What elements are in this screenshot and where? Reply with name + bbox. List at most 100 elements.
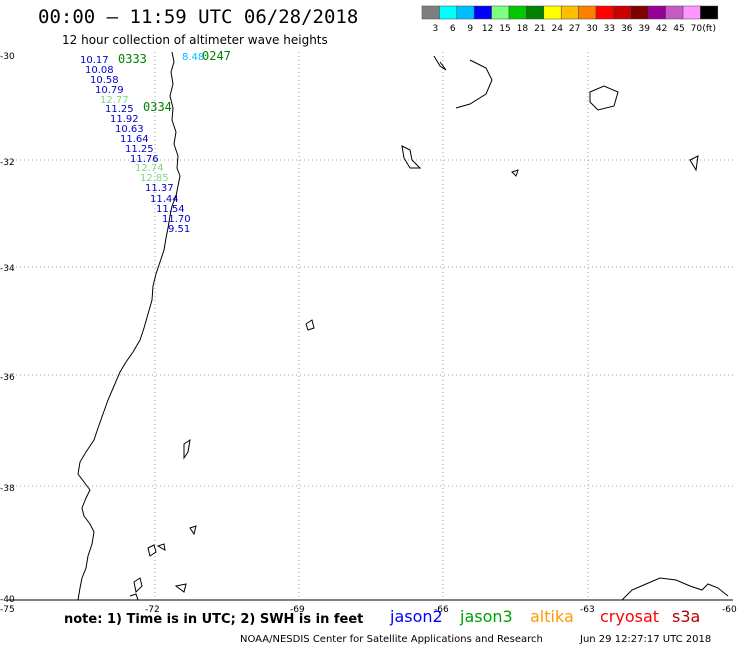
wave-height-values: 10.1710.0810.5810.7912.7711.2511.9210.63…	[80, 52, 204, 235]
note-text: note: 1) Time is in UTC; 2) SWH is in fe…	[64, 612, 364, 627]
island-right-3	[511, 169, 519, 177]
longitude-label: -60	[722, 605, 737, 615]
island-small-4	[129, 593, 139, 601]
legend-label: 18	[517, 24, 529, 34]
legend-swatch	[526, 5, 545, 20]
legend-swatch	[700, 5, 719, 20]
island-chiloe-south	[133, 577, 143, 594]
island-small-1	[147, 544, 157, 557]
legend-swatch	[491, 5, 510, 20]
wave-height-value: 8.48	[182, 52, 204, 63]
wave-height-value: 11.25	[125, 144, 154, 155]
footer-credit: NOAA/NESDIS Center for Satellite Applica…	[240, 634, 543, 645]
legend-swatch	[560, 5, 579, 20]
legend-swatch	[439, 5, 458, 20]
legend-label: 24	[551, 24, 563, 34]
pass-time-labels: 0333 0247 0334	[118, 49, 231, 114]
wave-height-value: 11.92	[110, 114, 139, 125]
island-right-1	[589, 85, 619, 111]
wave-height-value: 11.37	[145, 183, 174, 194]
chile-coast	[77, 51, 181, 601]
legend-label: 27	[569, 24, 580, 34]
latitude-label: -38	[0, 484, 15, 494]
island-small-3	[174, 583, 187, 593]
longitude-label: -75	[0, 605, 15, 615]
latitude-label: -32	[0, 158, 15, 168]
legend-label: 36	[621, 24, 633, 34]
longitude-label: -66	[434, 605, 449, 615]
wave-height-value: 12.74	[135, 163, 164, 174]
legend-swatch	[456, 5, 475, 20]
satellite-jason2: jason2	[390, 607, 443, 626]
legend-label: 9	[467, 24, 473, 34]
map-subtitle: 12 hour collection of altimeter wave hei…	[62, 33, 328, 47]
latitude-label: -34	[0, 264, 15, 274]
wave-height-value: 10.17	[80, 55, 109, 66]
legend-swatch	[613, 5, 632, 20]
island-small-2	[156, 543, 166, 551]
legend-swatch	[665, 5, 684, 20]
satellite-cryosat: cryosat	[600, 607, 660, 626]
legend-label: 3	[433, 24, 439, 34]
island-small-5	[189, 525, 197, 536]
wave-height-value: 10.58	[90, 75, 119, 86]
legend-label: 6	[450, 24, 456, 34]
wave-height-value: 12.77	[100, 95, 129, 106]
legend-label: 70	[691, 24, 703, 34]
legend-label: 33	[604, 24, 615, 34]
island-right-4	[689, 155, 699, 172]
longitude-label: -72	[145, 605, 160, 615]
legend-label: 42	[656, 24, 667, 34]
wave-height-value: 12.85	[140, 173, 169, 184]
legend-swatch	[543, 5, 562, 20]
legend-label: 12	[482, 24, 493, 34]
legend-swatch	[595, 5, 614, 20]
wave-height-value: 10.79	[95, 85, 124, 96]
satellite-jason3: jason3	[460, 607, 513, 626]
latitude-label: -30	[0, 52, 15, 62]
latitude-labels: -30 -32 -34 -36 -38 -40	[0, 52, 15, 605]
longitude-label: -69	[290, 605, 305, 615]
legend-label: 45	[673, 24, 684, 34]
latitude-label: -36	[0, 373, 15, 383]
wave-height-value: 11.70	[162, 214, 191, 225]
legend-swatch	[421, 5, 440, 20]
legend-label: 21	[534, 24, 545, 34]
wave-height-value: 10.08	[85, 65, 114, 76]
legend-swatch	[682, 5, 701, 20]
australia-coast	[433, 55, 493, 109]
legend-swatch	[647, 5, 666, 20]
legend-label: 15	[499, 24, 510, 34]
legend-swatch	[508, 5, 527, 20]
pass-time-label: 0247	[202, 49, 231, 63]
wave-height-value: 11.76	[130, 154, 159, 165]
satellite-altika: altika	[530, 607, 574, 626]
legend-swatch	[630, 5, 649, 20]
island-mid-ocean	[305, 319, 315, 331]
grid-lines	[8, 52, 733, 600]
wave-height-value: 11.54	[156, 204, 185, 215]
latitude-label: -40	[0, 595, 15, 605]
wave-height-value: 10.63	[115, 124, 144, 135]
legend-swatch	[473, 5, 492, 20]
island-falkland	[183, 438, 191, 460]
land-bottom-right	[621, 577, 729, 601]
wave-height-value: 11.25	[105, 104, 134, 115]
wave-height-value: 9.51	[168, 224, 190, 235]
wave-height-value: 11.44	[150, 194, 179, 205]
longitude-label: -63	[580, 605, 595, 615]
map-title: 00:00 – 11:59 UTC 06/28/2018	[38, 6, 359, 28]
legend-swatch	[578, 5, 597, 20]
coastline	[77, 51, 729, 601]
legend-label: 30	[586, 24, 598, 34]
island-right-2	[401, 145, 422, 169]
pass-time-label: 0333	[118, 52, 147, 66]
wave-height-value: 11.64	[120, 134, 149, 145]
footer-timestamp: Jun 29 12:27:17 UTC 2018	[580, 634, 712, 645]
legend-label: (ft)	[702, 24, 716, 34]
color-legend: 3 6 9 12 15 18 21 24 27 30 33 36 39 42 45 70 (ft)	[421, 5, 719, 34]
legend-label: 39	[638, 24, 650, 34]
pass-time-label: 0334	[143, 100, 172, 114]
satellite-s3a: s3a	[672, 607, 701, 626]
